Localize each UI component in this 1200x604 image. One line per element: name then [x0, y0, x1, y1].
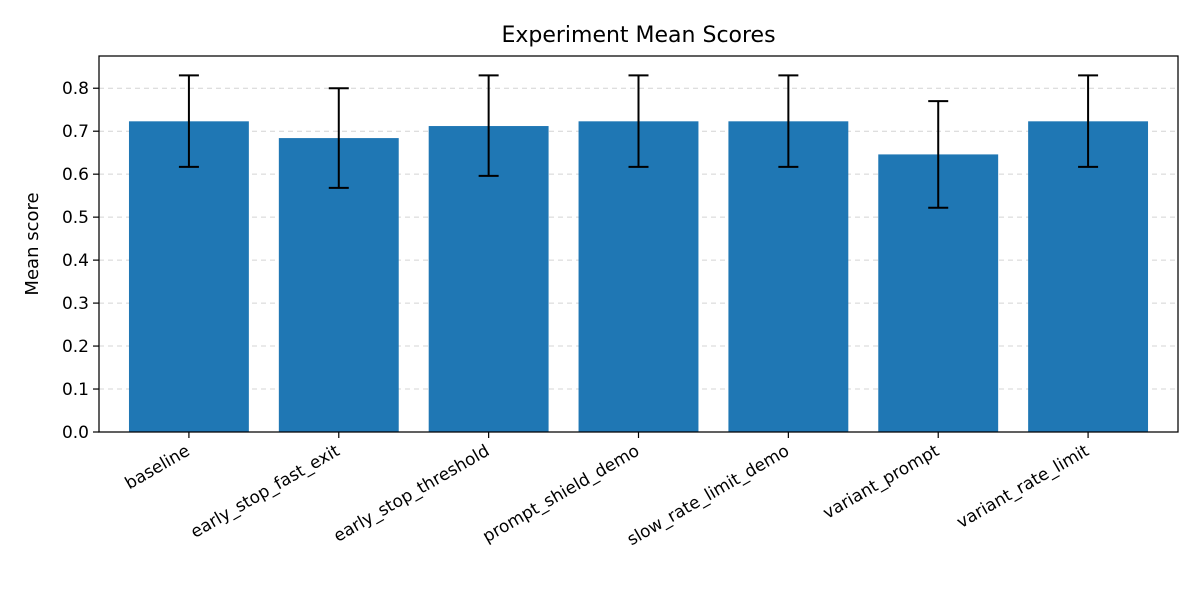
bars: [128, 121, 1149, 432]
y-axis-label: Mean score: [22, 192, 43, 295]
y-tick-label: 0.8: [62, 79, 89, 99]
y-tick-label: 0.7: [62, 122, 89, 142]
y-tick-label: 0.4: [62, 251, 89, 271]
bar: [578, 121, 699, 432]
bar: [428, 126, 549, 432]
y-tick-label: 0.0: [62, 423, 89, 443]
y-tick-label: 0.6: [62, 165, 89, 185]
chart-title: Experiment Mean Scores: [501, 23, 775, 48]
y-tick-label: 0.3: [62, 294, 89, 314]
error-bars: [178, 74, 1099, 209]
y-axis-ticks: 0.0 0.1 0.2 0.3 0.4 0.5 0.6 0.7 0.8: [62, 79, 99, 443]
y-tick-label: 0.2: [62, 337, 89, 357]
y-tick-label: 0.1: [62, 380, 89, 400]
bar: [128, 121, 249, 432]
bar: [728, 121, 849, 432]
y-tick-label: 0.5: [62, 208, 89, 228]
bar: [1028, 121, 1149, 432]
